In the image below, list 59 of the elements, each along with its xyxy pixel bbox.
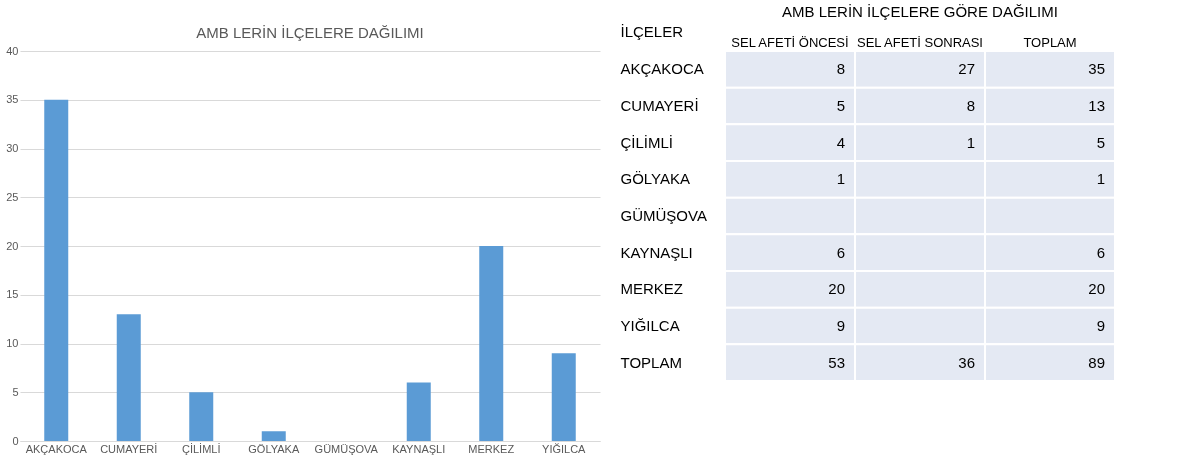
data-label: 5 <box>836 97 845 114</box>
x-tick-label: AKÇAKOCA <box>25 442 88 455</box>
bar <box>44 99 69 441</box>
y-tick-label: TOPLAM <box>620 353 682 371</box>
data-label: 5 <box>1096 133 1105 151</box>
x-tick-label: SEL AFETİ ÖNCESİ <box>731 34 849 50</box>
y-tick-label: 25 <box>6 190 19 203</box>
x-tick-label: KAYNAŞLI <box>392 442 446 455</box>
x-tick-label: GÖLYAKA <box>248 442 300 455</box>
data-label: 20 <box>1088 280 1105 298</box>
data-label: 53 <box>828 353 845 371</box>
data-label: 1 <box>1096 170 1105 188</box>
y-tick-label: AKÇAKOCA <box>620 60 704 78</box>
data-label: 13 <box>1088 97 1105 114</box>
y-tick-label: 20 <box>6 239 19 252</box>
data-label: 6 <box>836 243 845 261</box>
y-tick-label: 10 <box>6 337 19 349</box>
y-tick-label: 0 <box>12 434 19 447</box>
bar <box>551 353 576 441</box>
y-tick-label: KAYNAŞLI <box>620 243 693 261</box>
y-tick-label: GÜMÜŞOVA <box>620 207 707 224</box>
chart-title: AMB LERİN İLÇELERE GÖRE DAĞILIMI <box>782 3 1058 20</box>
data-label: 36 <box>958 353 975 371</box>
data-label: 8 <box>836 60 845 78</box>
y-tick-label: MERKEZ <box>620 280 684 298</box>
x-tick-label: SEL AFETİ SONRASI <box>857 34 983 50</box>
data-label: 27 <box>958 60 975 78</box>
y-tick-label: GÖLYAKA <box>620 170 690 188</box>
y-tick-label: 5 <box>12 385 19 398</box>
data-label: 1 <box>836 170 845 188</box>
data-label: 1 <box>966 133 975 151</box>
bar <box>189 392 214 441</box>
y-axis-title: İLÇELER <box>620 22 684 40</box>
bar <box>479 246 504 441</box>
chart-title: AMB LERİN İLÇELERE DAĞILIMI <box>196 24 424 41</box>
data-label: 20 <box>828 280 845 298</box>
y-tick-label: YIĞILCA <box>620 317 680 334</box>
x-tick-label: MERKEZ <box>468 442 515 455</box>
y-tick-label: CUMAYERİ <box>620 97 699 114</box>
bar <box>116 314 141 441</box>
data-label: 89 <box>1088 353 1105 371</box>
bar <box>261 431 286 441</box>
data-label: 8 <box>966 97 975 114</box>
y-tick-label: 35 <box>6 93 19 106</box>
data-label: 35 <box>1088 60 1105 78</box>
x-tick-label: CUMAYERİ <box>100 442 158 455</box>
data-label: 4 <box>836 133 845 151</box>
x-tick-label: GÜMÜŞOVA <box>314 442 379 455</box>
bar <box>406 382 431 441</box>
x-tick-label: TOPLAM <box>1023 34 1077 50</box>
x-tick-label: YIĞILCA <box>542 442 587 455</box>
y-tick-label: 30 <box>6 142 19 154</box>
y-tick-label: 15 <box>6 288 19 301</box>
y-tick-label: 40 <box>6 44 19 57</box>
y-tick-label: ÇİLİMLİ <box>620 133 674 151</box>
data-label: 6 <box>1096 243 1105 261</box>
data-label: 9 <box>836 317 845 334</box>
x-tick-label: ÇİLİMLİ <box>181 442 221 455</box>
data-label: 9 <box>1096 317 1105 334</box>
